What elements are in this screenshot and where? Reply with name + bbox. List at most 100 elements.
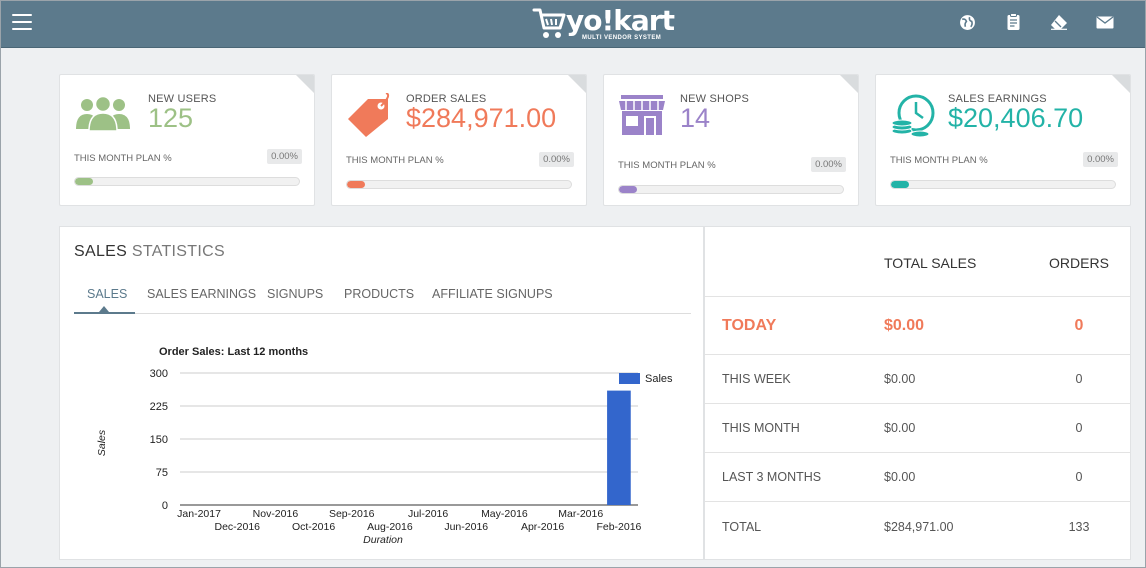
- tab-affiliate-signups[interactable]: AFFILIATE SIGNUPS: [432, 287, 553, 301]
- row-orders: 0: [1075, 372, 1083, 386]
- card-corner-fold: [840, 75, 858, 93]
- y-tick-label: 75: [156, 467, 168, 479]
- row-total-sales: $0.00: [884, 421, 916, 435]
- stat-label: NEW USERS: [148, 93, 217, 105]
- envelope-icon[interactable]: [1094, 11, 1116, 33]
- progress-fill: [891, 181, 909, 188]
- shop-icon: [618, 93, 678, 139]
- x-tick-label: Sep-2016: [329, 508, 375, 520]
- top-navbar: yo!kart MULTI VENDOR SYSTEM: [0, 0, 1146, 48]
- tab-signups[interactable]: SIGNUPS: [267, 287, 324, 301]
- plan-label: THIS MONTH PLAN %: [346, 155, 444, 166]
- chart-y-axis-label: Sales: [96, 429, 108, 456]
- table-row-today: TODAY $0.00 0: [705, 297, 1130, 355]
- row-orders: 0: [1075, 470, 1083, 484]
- progress-fill: [75, 178, 93, 185]
- row-total-sales: $284,971.00: [884, 520, 954, 534]
- coins-clock-icon: [890, 93, 950, 139]
- tab-products[interactable]: PRODUCTS: [344, 287, 415, 301]
- x-tick-label: Jul-2016: [408, 508, 448, 520]
- tab-sales[interactable]: SALES: [87, 287, 128, 301]
- row-orders: 0: [1074, 317, 1084, 334]
- col-total-sales: TOTAL SALES: [884, 255, 977, 271]
- row-period: LAST 3 MONTHS: [722, 470, 822, 484]
- stat-value: 14: [680, 103, 711, 133]
- chart-x-axis-label: Duration: [363, 534, 403, 546]
- stat-label: NEW SHOPS: [680, 93, 750, 105]
- y-tick-label: 0: [162, 500, 168, 512]
- chart-legend: Sales: [619, 373, 673, 385]
- row-period: TODAY: [722, 317, 777, 334]
- stat-value: $20,406.70: [948, 103, 1084, 133]
- plan-label: THIS MONTH PLAN %: [74, 153, 172, 164]
- stat-value: $284,971.00: [406, 103, 557, 133]
- legend-label: Sales: [645, 373, 673, 385]
- brand-logo[interactable]: yo!kart MULTI VENDOR SYSTEM: [532, 4, 675, 44]
- x-tick-label: Oct-2016: [292, 521, 335, 533]
- table-row-this-month: THIS MONTH $0.00 0: [705, 404, 1130, 453]
- progress-bar: [890, 180, 1116, 189]
- progress-bar: [346, 180, 572, 189]
- row-period: TOTAL: [722, 520, 762, 534]
- x-tick-label: Mar-2016: [558, 508, 603, 520]
- y-tick-label: 150: [150, 434, 168, 446]
- x-tick-label: Aug-2016: [367, 521, 413, 533]
- row-total-sales: $0.00: [884, 372, 916, 386]
- hamburger-menu-icon[interactable]: [12, 14, 32, 30]
- users-icon: [74, 93, 134, 139]
- clipboard-icon[interactable]: [1002, 11, 1024, 33]
- card-corner-fold: [568, 75, 586, 93]
- eraser-icon[interactable]: [1048, 11, 1070, 33]
- stat-card-order-sales[interactable]: ORDER SALES $284,971.00 THIS MONTH PLAN …: [331, 74, 587, 206]
- stat-card-sales-earnings[interactable]: SALES EARNINGS $20,406.70 THIS MONTH PLA…: [875, 74, 1131, 206]
- card-corner-fold: [1112, 75, 1130, 93]
- plan-percent-badge: 0.00%: [539, 152, 574, 167]
- panel-title-light: STATISTICS: [131, 243, 225, 260]
- panel-title: SALES STATISTICS: [74, 243, 225, 261]
- plan-percent-badge: 0.00%: [811, 157, 846, 172]
- chart-bar: [607, 390, 631, 505]
- active-tab-underline: [74, 312, 135, 314]
- col-orders: ORDERS: [1049, 255, 1109, 271]
- row-orders: 133: [1068, 520, 1090, 534]
- brand-name: yo!kart: [566, 4, 675, 37]
- legend-swatch: [619, 373, 640, 384]
- tab-sales-earnings[interactable]: SALES EARNINGS: [147, 287, 257, 301]
- y-tick-label: 300: [150, 368, 168, 380]
- table-row-last-3-months: LAST 3 MONTHS $0.00 0: [705, 453, 1130, 502]
- order-sales-chart: Order Sales: Last 12 months 0 75 150 225 300…: [96, 346, 673, 546]
- x-tick-label: Jun-2016: [444, 521, 488, 533]
- row-period: THIS MONTH: [722, 421, 800, 435]
- x-tick-label: Jan-2017: [177, 508, 221, 520]
- cart-logo-icon: [532, 8, 566, 38]
- y-tick-label: 225: [150, 401, 168, 413]
- sales-statistics-panel: SALES STATISTICS SALES SALES EARNINGS SI…: [59, 226, 704, 560]
- x-tick-label: Nov-2016: [253, 508, 299, 520]
- plan-percent-badge: 0.00%: [1083, 152, 1118, 167]
- panel-title-bold: SALES: [74, 243, 128, 260]
- card-corner-fold: [296, 75, 314, 93]
- stat-label: ORDER SALES: [406, 93, 487, 105]
- row-total-sales: $0.00: [884, 317, 925, 334]
- row-orders: 0: [1075, 421, 1083, 435]
- chart-title: Order Sales: Last 12 months: [159, 346, 308, 358]
- progress-bar: [618, 185, 844, 194]
- row-period: THIS WEEK: [722, 372, 791, 386]
- x-tick-label: Feb-2016: [596, 521, 641, 533]
- plan-label: THIS MONTH PLAN %: [618, 160, 716, 171]
- stat-card-new-shops[interactable]: NEW SHOPS 14 THIS MONTH PLAN % 0.00%: [603, 74, 859, 206]
- plan-label: THIS MONTH PLAN %: [890, 155, 988, 166]
- row-total-sales: $0.00: [884, 470, 916, 484]
- globe-icon[interactable]: [956, 11, 978, 33]
- table-row-this-week: THIS WEEK $0.00 0: [705, 355, 1130, 404]
- progress-fill: [347, 181, 365, 188]
- stat-value: 125: [148, 103, 194, 133]
- progress-bar: [74, 177, 300, 186]
- table-header: TOTAL SALES ORDERS: [705, 227, 1130, 297]
- x-tick-label: May-2016: [481, 508, 528, 520]
- stat-card-new-users[interactable]: NEW USERS 125 THIS MONTH PLAN % 0.00%: [59, 74, 315, 206]
- table-row-total: TOTAL $284,971.00 133: [705, 502, 1130, 560]
- x-tick-label: Dec-2016: [214, 521, 260, 533]
- top-icons: [956, 11, 1116, 33]
- stat-label: SALES EARNINGS: [948, 93, 1047, 105]
